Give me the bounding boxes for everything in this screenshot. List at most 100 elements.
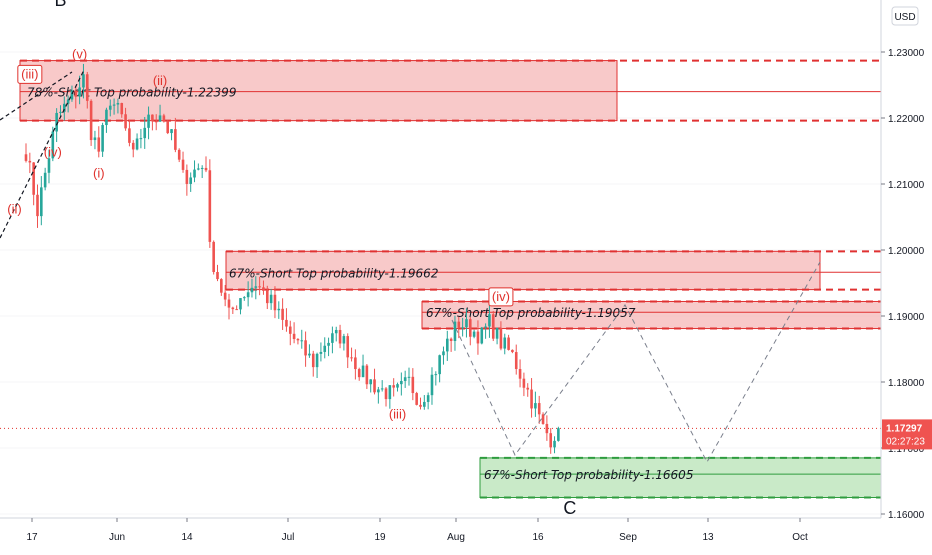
candle-body — [419, 404, 422, 407]
x-tick-label: 13 — [702, 532, 714, 543]
candle-body — [373, 379, 376, 393]
zone-label: 67%-Short Top probability-1.16605 — [484, 468, 693, 482]
zone-label: 67%-Short Top probability-1.19662 — [229, 266, 438, 280]
x-tick-label: Oct — [792, 532, 808, 543]
wave-label: (ii) — [7, 202, 21, 217]
y-tick-label: 1.22000 — [888, 114, 925, 125]
wave-label: (iii) — [21, 66, 38, 81]
candle-body — [40, 187, 43, 217]
zone-box — [225, 250, 821, 291]
candle-body — [484, 326, 487, 328]
candle-body — [288, 326, 292, 334]
candle-body — [491, 314, 495, 339]
candle-body — [361, 365, 365, 378]
candle-body — [553, 440, 556, 448]
candle-body — [315, 353, 319, 368]
candle-body — [273, 294, 277, 311]
x-tick-label: Jul — [282, 532, 295, 543]
wave-label-box — [17, 64, 43, 84]
x-tick-label: 17 — [26, 532, 38, 543]
x-tick-label: Aug — [447, 532, 465, 543]
price-tag-value: 1.17297 — [886, 423, 923, 434]
candle-body — [342, 336, 346, 344]
candle-body — [331, 333, 334, 343]
candle-body — [537, 403, 541, 415]
candle-body — [327, 342, 330, 346]
candle-body — [350, 357, 353, 359]
candle-body — [511, 349, 514, 353]
wave-label: (iv) — [492, 289, 510, 304]
currency-badge[interactable] — [891, 6, 919, 26]
candle-body — [453, 321, 457, 341]
candle-body — [204, 167, 208, 171]
candle-body — [147, 114, 150, 128]
wave-label: (i) — [93, 165, 105, 180]
wave-letter: C — [563, 498, 576, 518]
candle-body — [105, 109, 108, 126]
candle-body — [185, 169, 189, 184]
candle-body — [128, 128, 131, 143]
annotations: (iii) (v) (ii) (iv) (i) (ii) (iv) (iii) B C — [7, 0, 576, 518]
candle-body — [59, 111, 62, 113]
currency-label: USD — [894, 12, 915, 23]
candle-body — [154, 121, 158, 123]
candle-body — [549, 433, 553, 448]
candle-body — [200, 167, 204, 169]
y-tick-label: 1.20000 — [888, 246, 925, 257]
projection-path — [0, 69, 881, 464]
candle-body — [131, 142, 135, 150]
candle-body — [534, 403, 537, 409]
projection-line — [451, 261, 821, 464]
candle-body — [503, 337, 507, 349]
candle-body — [472, 331, 476, 337]
candle-body — [300, 340, 304, 342]
candle-body — [139, 138, 143, 140]
candle-body — [32, 162, 35, 195]
x-tick-label: 14 — [181, 532, 193, 543]
candle-body — [476, 331, 480, 344]
candle-body — [495, 327, 499, 339]
candle-body — [334, 329, 338, 334]
candle-body — [112, 104, 116, 106]
candle-body — [377, 389, 380, 393]
y-tick-label: 1.16000 — [888, 510, 925, 521]
candle-body — [265, 290, 269, 304]
candle-body — [47, 158, 51, 173]
candle-body — [388, 385, 392, 400]
candle-body — [89, 100, 93, 141]
candle-body — [66, 99, 70, 104]
candle-body — [518, 369, 522, 379]
candle-body — [354, 357, 357, 370]
candle-body — [108, 105, 112, 110]
candle-body — [269, 294, 273, 304]
y-tick-label: 1.21000 — [888, 180, 925, 191]
candle-body — [174, 129, 177, 150]
candle-body — [415, 393, 418, 405]
candle-body — [239, 298, 242, 310]
wave-label-box — [488, 287, 514, 307]
candle-body — [85, 74, 89, 101]
candle-body — [116, 103, 120, 105]
zone-box — [19, 60, 618, 122]
candle-body — [514, 352, 518, 370]
candle-body — [457, 321, 461, 328]
candle-body — [36, 194, 39, 217]
candle-body — [24, 154, 28, 161]
candle-body — [468, 319, 472, 337]
candle-body — [181, 159, 185, 170]
candle-body — [304, 340, 307, 356]
candle-body — [488, 314, 491, 327]
candle-body — [151, 114, 154, 122]
candle-body — [216, 272, 219, 280]
candle-body — [93, 137, 97, 141]
candle-body — [396, 384, 399, 388]
candle-body — [254, 286, 258, 288]
candle-body — [177, 149, 181, 160]
candle-body — [51, 131, 55, 159]
candle-body — [166, 121, 170, 134]
candle-body — [124, 114, 127, 129]
axes: 1.23000 1.22000 1.21000 1.20000 1.19000 1.180… — [0, 0, 932, 543]
candle-body — [285, 319, 288, 327]
candle-body — [323, 345, 327, 352]
